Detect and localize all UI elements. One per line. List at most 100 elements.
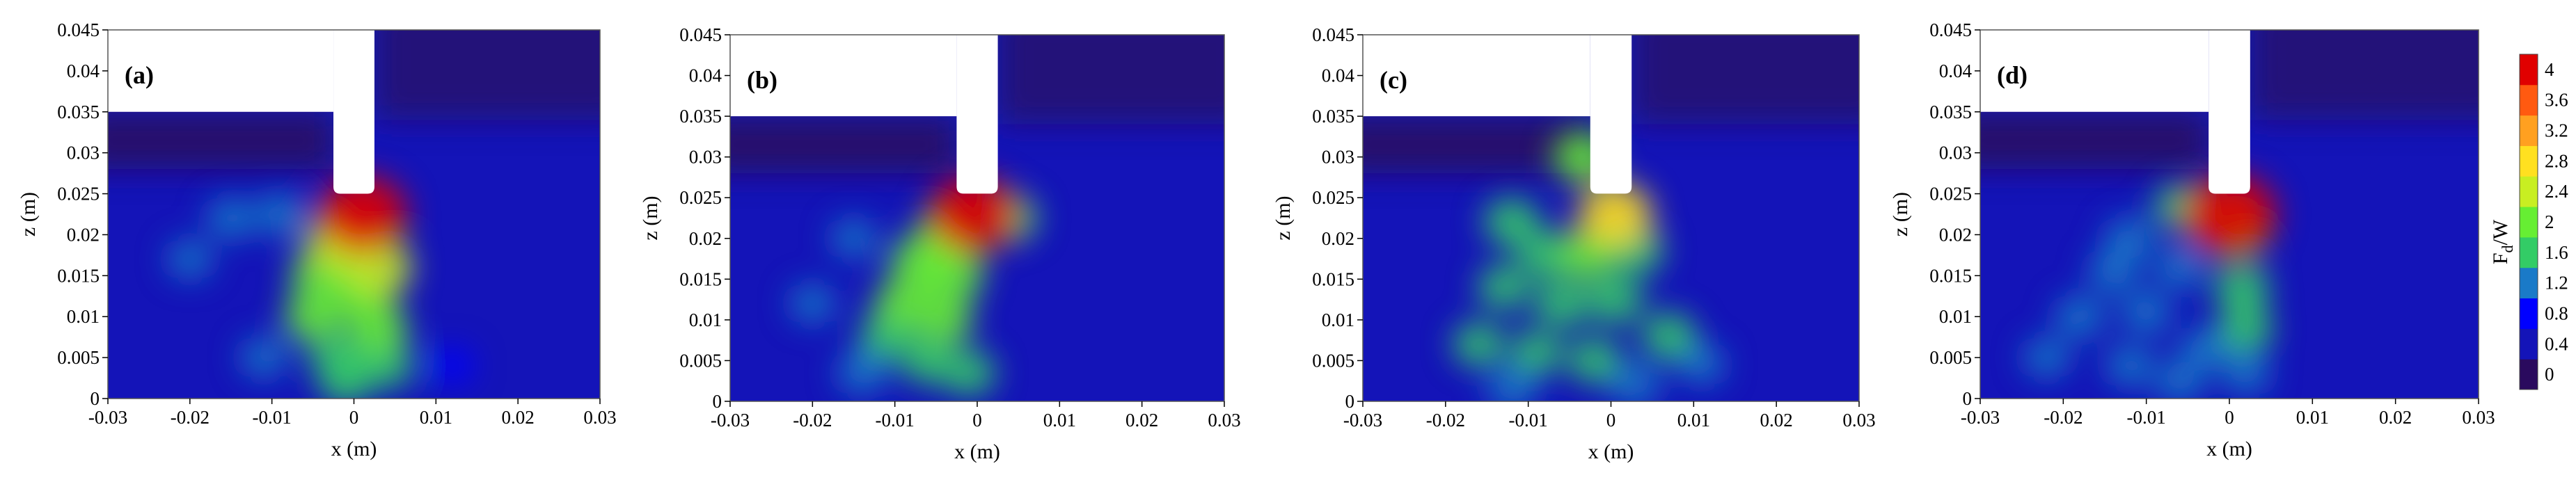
z-axis-label: z (m)	[1889, 192, 1912, 236]
panel-label: (c)	[1380, 66, 1407, 94]
z-tick-label: 0.015	[1312, 268, 1354, 289]
z-tick-label: 0.005	[1312, 350, 1354, 371]
x-tick-label: 0	[1606, 410, 1616, 431]
geometry-mask-slot	[956, 33, 998, 194]
z-tick-label: 0.035	[57, 102, 100, 122]
colorbar-tick-label: 1.6	[2545, 242, 2568, 263]
heatmap-spot	[1453, 322, 1505, 367]
heatmap-spots	[2023, 173, 2277, 399]
z-tick-label: 0.04	[67, 61, 100, 81]
heatmap-spots	[790, 175, 1038, 396]
panel-d: -0.03 -0.02 -0.01 0 0.01 0.02 0.03 0 0.005 0.01 0.…	[1889, 19, 2495, 460]
colorbar-segment	[2520, 267, 2538, 299]
colorbar: 0 0.4 0.8 1.2 1.6 2 2.4 2.8 3.2 3.6 4 Fd/W	[2489, 54, 2568, 390]
x-tick-label: -0.03	[1343, 410, 1382, 431]
geometry-mask-slot	[1590, 33, 1632, 194]
x-tick-label: -0.03	[1961, 407, 2000, 428]
x-tick-label: -0.03	[711, 410, 750, 431]
z-tick-label: 0.025	[679, 187, 722, 208]
heatmap-spot	[255, 193, 306, 236]
z-axis-label: z (m)	[17, 192, 40, 236]
heatmap-spot	[2088, 250, 2138, 294]
z-tick-label: 0.03	[1939, 143, 1972, 163]
x-tick-label: -0.02	[2044, 407, 2083, 428]
z-tick-label: 0.045	[1929, 19, 1972, 40]
colorbar-label: Fd/W	[2489, 219, 2516, 264]
heatmap-spot	[2222, 353, 2270, 395]
colorbar-tick-label: 2.8	[2545, 150, 2568, 171]
geometry-mask-slot	[2208, 29, 2250, 194]
z-axis-label: z (m)	[639, 195, 662, 240]
heatmap-spot	[2218, 305, 2273, 353]
z-tick-label: 0.04	[1939, 61, 1973, 81]
z-tick-label: 0.04	[689, 65, 722, 86]
heatmap-spot	[1611, 363, 1661, 401]
z-tick-label: 0.025	[57, 184, 100, 204]
heatmap-spot	[207, 197, 255, 239]
heatmap-spot	[2213, 264, 2270, 312]
z-tick-label: 0.03	[1322, 147, 1354, 168]
heatmap-spots	[167, 175, 474, 399]
heatmap-spot	[1567, 337, 1621, 384]
z-axis-label: z (m)	[1272, 195, 1295, 240]
x-tick-label: 0.02	[1125, 410, 1158, 431]
panel-a: -0.03 -0.02 -0.01 0 0.01 0.02 0.03 0 0.005 0.01 0.…	[17, 19, 617, 460]
z-tick-label: 0.02	[67, 224, 100, 245]
heatmap-spot	[1641, 312, 1696, 360]
heatmap-spot	[2055, 295, 2105, 339]
x-tick-label: -0.01	[1509, 410, 1548, 431]
colorbar-tick-label: 1.2	[2545, 273, 2568, 294]
z-tick-label: 0.01	[67, 306, 100, 327]
z-tick-label: 0.015	[679, 268, 722, 289]
x-axis-label: x (m)	[331, 437, 377, 460]
heatmap-spot	[790, 284, 835, 323]
panel-label: (a)	[125, 61, 154, 89]
heatmap-spot	[915, 294, 974, 345]
heatmap-spot	[2121, 291, 2172, 335]
heatmap-spot	[1578, 182, 1652, 246]
colorbar-tick-label: 0.8	[2545, 303, 2568, 323]
heatmap-spot	[1510, 330, 1563, 375]
geometry-mask-left	[1361, 33, 1590, 117]
colorbar-tick-label: 4	[2545, 59, 2554, 80]
colorbar-segment	[2520, 115, 2538, 146]
colorbar-segment	[2520, 54, 2538, 86]
heatmap-spot	[831, 218, 876, 258]
colorbar-tick-label: 0	[2545, 364, 2554, 385]
z-tick-label: 0.045	[57, 19, 100, 40]
z-tick-label: 0.025	[1312, 187, 1354, 208]
heatmap-spot	[928, 175, 1018, 253]
heatmap-spots	[1453, 131, 1725, 401]
z-tick-label: 0.04	[1322, 65, 1355, 86]
x-tick-label: -0.03	[88, 407, 127, 428]
z-tick-label: 0	[1345, 391, 1355, 412]
x-tick-label: -0.01	[2127, 407, 2166, 428]
heatmap-spot	[240, 337, 287, 378]
heatmap-spot	[2154, 246, 2205, 289]
z-tick-label: 0.02	[1322, 228, 1354, 249]
z-tick-label: 0.03	[689, 147, 722, 168]
heatmap-spot	[317, 175, 407, 253]
heatmap-spot	[360, 342, 413, 389]
colorbar-frame	[2519, 54, 2538, 390]
z-tick-label: 0.005	[1929, 347, 1972, 368]
x-tick-label: 0.03	[2462, 407, 2495, 428]
heatmap-spot	[309, 333, 366, 383]
heatmap-spot	[1487, 367, 1537, 401]
z-tick-label: 0.02	[1939, 224, 1972, 245]
x-tick-label: -0.02	[793, 410, 832, 431]
heatmap-spot	[837, 351, 887, 395]
z-tick-label: 0.005	[679, 350, 722, 371]
z-tick-label: 0.03	[67, 143, 100, 163]
geometry-mask-left	[1979, 29, 2209, 112]
low-value-region	[1363, 35, 1859, 174]
colorbar-tick-label: 2	[2545, 211, 2554, 232]
panel-label: (d)	[1997, 61, 2028, 89]
x-tick-label: 0	[349, 407, 359, 428]
low-value-region	[108, 30, 600, 170]
colorbar-segment	[2520, 298, 2538, 329]
x-tick-label: 0.01	[2296, 407, 2329, 428]
heatmap-spot	[2105, 344, 2154, 387]
z-tick-label: 0.025	[1929, 184, 1972, 204]
